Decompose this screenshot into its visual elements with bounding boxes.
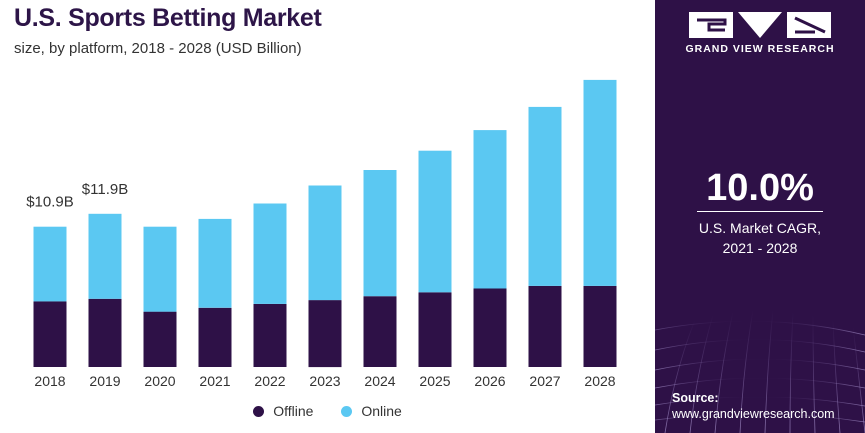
wireframe-grid-decoration (655, 309, 865, 433)
x-tick-label-2022: 2022 (254, 373, 285, 389)
x-tick-label-2025: 2025 (419, 373, 450, 389)
chart-title: U.S. Sports Betting Market (14, 4, 322, 32)
data-label-2019: $11.9B (82, 181, 128, 198)
grand-view-research-logo (689, 12, 831, 38)
bar-offline-2019 (88, 298, 122, 367)
side-panel: GRAND VIEW RESEARCH 10.0% U.S. Market CA… (655, 0, 865, 433)
cagr-label-line2: 2021 - 2028 (722, 240, 798, 256)
x-tick-label-2020: 2020 (144, 373, 175, 389)
legend-swatch-offline (253, 405, 265, 417)
bar-online-2022 (253, 203, 287, 304)
cagr-label-line1: U.S. Market CAGR, (698, 220, 822, 236)
legend-item-online: Online (341, 403, 402, 419)
legend-label-online: Online (361, 403, 402, 419)
chart-area: U.S. Sports Betting Market size, by plat… (0, 4, 655, 420)
bar-offline-2021 (198, 307, 232, 367)
bar-offline-2022 (253, 303, 287, 367)
bar-online-2027 (528, 106, 562, 286)
bar-online-2018 (33, 226, 67, 302)
source-url[interactable]: www.grandviewresearch.com (672, 407, 835, 421)
x-tick-label-2028: 2028 (584, 373, 615, 389)
bar-online-2025 (418, 150, 452, 293)
legend-item-offline: Offline (253, 403, 313, 419)
data-label-2018: $10.9B (26, 194, 74, 211)
x-tick-label-2019: 2019 (89, 373, 120, 389)
bar-offline-2023 (308, 300, 342, 368)
legend-label-offline: Offline (273, 403, 314, 419)
bar-online-2019 (88, 213, 122, 299)
bar-online-2028 (583, 79, 617, 286)
x-tick-label-2027: 2027 (529, 373, 560, 389)
x-tick-label-2021: 2021 (199, 373, 230, 389)
bar-offline-2025 (418, 292, 452, 367)
x-tick-label-2024: 2024 (364, 373, 395, 389)
cagr-label: U.S. Market CAGR, 2021 - 2028 (655, 218, 865, 258)
cagr-divider (697, 211, 823, 212)
bar-offline-2018 (33, 301, 67, 367)
x-tick-label-2023: 2023 (309, 373, 340, 389)
bar-offline-2020 (143, 311, 177, 367)
bar-offline-2027 (528, 285, 562, 367)
bar-online-2023 (308, 185, 342, 301)
bar-online-2026 (473, 130, 507, 289)
bar-offline-2026 (473, 288, 507, 367)
chart-subtitle: size, by platform, 2018 - 2028 (USD Bill… (14, 40, 302, 57)
bar-online-2024 (363, 170, 397, 297)
source-title: Source: (672, 391, 719, 405)
legend-swatch-online (341, 405, 353, 417)
x-tick-label-2026: 2026 (474, 373, 505, 389)
bar-offline-2024 (363, 296, 397, 367)
bar-online-2020 (143, 226, 177, 312)
bar-offline-2028 (583, 285, 617, 367)
cagr-value: 10.0% (706, 167, 814, 209)
source-note: Source: www.grandviewresearch.com (672, 390, 835, 422)
bar-online-2021 (198, 218, 232, 308)
x-tick-label-2018: 2018 (34, 373, 65, 389)
brand-name: GRAND VIEW RESEARCH (685, 43, 835, 55)
stacked-bar-chart: 2018 2019 2020 2021 2022 2023 2024 2025 2026 2027… (26, 79, 617, 389)
chart-legend: Offline Online (0, 403, 655, 420)
